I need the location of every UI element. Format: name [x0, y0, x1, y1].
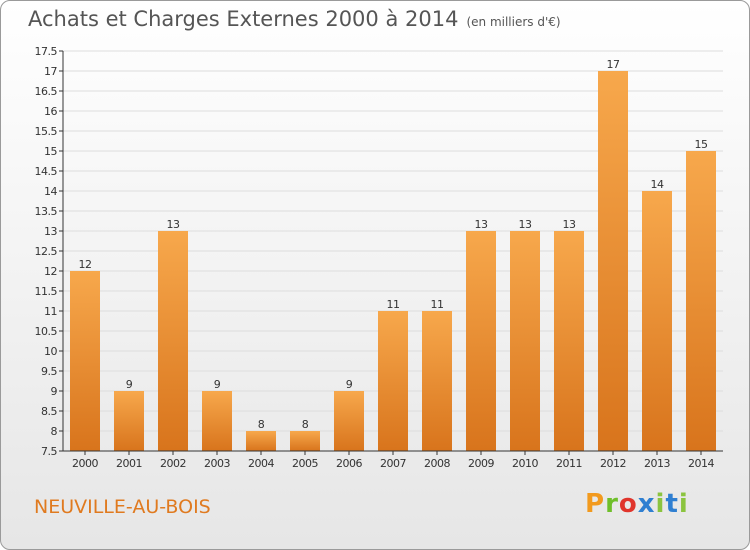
bar [114, 391, 144, 451]
x-tick-label: 2003 [204, 457, 230, 470]
chart-title: Achats et Charges Externes 2000 à 2014 (e… [28, 7, 561, 31]
y-tick-label: 13 [44, 225, 57, 238]
bar-value-label: 13 [563, 218, 576, 231]
bar [642, 191, 672, 451]
bar-value-label: 11 [387, 298, 400, 311]
title-text: Achats et Charges Externes 2000 à 2014 [28, 7, 459, 31]
bar-value-label: 14 [651, 178, 664, 191]
x-tick-label: 2009 [468, 457, 494, 470]
bar-value-label: 17 [607, 58, 620, 71]
bar-value-label: 8 [258, 418, 265, 431]
x-tick-label: 2000 [72, 457, 98, 470]
bar [246, 431, 276, 451]
y-tick-label: 15 [44, 145, 57, 158]
bar [378, 311, 408, 451]
bar [422, 311, 452, 451]
bar-value-label: 11 [431, 298, 444, 311]
x-tick-label: 2008 [424, 457, 450, 470]
y-tick-label: 10.5 [35, 325, 58, 338]
y-tick-label: 14 [44, 185, 57, 198]
y-tick-label: 16 [44, 105, 57, 118]
bar [554, 231, 584, 451]
bar [158, 231, 188, 451]
bar-value-label: 13 [475, 218, 488, 231]
bar-value-label: 15 [695, 138, 708, 151]
bar [70, 271, 100, 451]
y-tick-label: 9.5 [41, 365, 57, 378]
bar-value-label: 9 [214, 378, 221, 391]
y-tick-label: 12 [44, 265, 57, 278]
y-tick-label: 16.5 [35, 85, 58, 98]
y-tick-label: 14.5 [35, 165, 58, 178]
bar-value-label: 9 [346, 378, 353, 391]
data-labels: 12 9 13 9 8 8 9 11 11 13 13 13 17 14 15 [79, 58, 709, 431]
y-tick-label: 13.5 [35, 205, 58, 218]
bar-value-label: 12 [79, 258, 92, 271]
y-tick-label: 17.5 [35, 45, 58, 58]
chart-subtitle: (en milliers d'€) [466, 15, 561, 29]
bar [334, 391, 364, 451]
x-tick-label: 2002 [160, 457, 186, 470]
x-tick-label: 2006 [336, 457, 362, 470]
x-tick-label: 2007 [380, 457, 406, 470]
y-tick-label: 8 [51, 425, 58, 438]
y-tick-label: 7.5 [41, 445, 57, 458]
y-tick-label: 10 [44, 345, 57, 358]
y-tick-label: 17 [44, 65, 57, 78]
bars [70, 71, 716, 451]
bar [510, 231, 540, 451]
bar [290, 431, 320, 451]
y-tick-label: 15.5 [35, 125, 58, 138]
bar [202, 391, 232, 451]
x-tick-label: 2013 [644, 457, 670, 470]
bar-value-label: 9 [126, 378, 133, 391]
x-tick-label: 2012 [600, 457, 626, 470]
y-tick-label: 8.5 [41, 405, 57, 418]
bar [686, 151, 716, 451]
y-tick-label: 11 [44, 305, 57, 318]
axes: 7.5 8 8.5 9 9.5 10 10.5 11 11.5 12 12.5 13 13.5 14 14.… [35, 45, 723, 470]
bar-value-label: 8 [302, 418, 309, 431]
bar-value-label: 13 [519, 218, 532, 231]
city-name: NEUVILLE-AU-BOIS [34, 496, 211, 518]
x-tick-label: 2011 [556, 457, 582, 470]
bar [466, 231, 496, 451]
y-tick-label: 11.5 [35, 285, 58, 298]
bar-value-label: 13 [167, 218, 180, 231]
brand-logo: Proxiti [585, 489, 689, 519]
x-tick-label: 2005 [292, 457, 318, 470]
x-tick-label: 2001 [116, 457, 142, 470]
x-tick-label: 2014 [688, 457, 714, 470]
y-tick-label: 12.5 [35, 245, 58, 258]
x-tick-label: 2010 [512, 457, 538, 470]
bar [598, 71, 628, 451]
y-tick-label: 9 [51, 385, 58, 398]
x-tick-label: 2004 [248, 457, 274, 470]
